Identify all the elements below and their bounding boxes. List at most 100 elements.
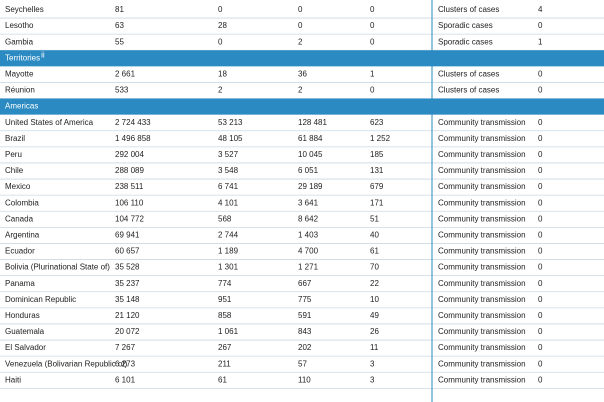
country-name: Canada [5,214,34,223]
section-title: Americas [5,102,38,111]
total-deaths: 10 045 [298,150,323,159]
new-deaths: 3 [370,375,375,384]
total-cases: 288 089 [115,166,144,175]
total-cases: 104 772 [115,214,144,223]
new-deaths: 61 [370,247,379,256]
new-deaths: 70 [370,263,379,272]
country-name: Mayotte [5,70,34,79]
country-name: Guatemala [5,327,45,336]
new-cases: 774 [218,279,232,288]
new-cases: 858 [218,311,232,320]
transmission: Sporadic cases [438,37,493,46]
days-since-last-case: 0 [538,263,543,272]
total-cases: 60 657 [115,247,140,256]
new-cases: 211 [218,359,231,368]
new-cases: 951 [218,295,232,304]
new-deaths: 51 [370,214,379,223]
days-since-last-case: 0 [538,214,543,223]
new-cases: 18 [218,70,227,79]
total-deaths: 0 [298,21,303,30]
country-name: Panama [5,279,35,288]
total-deaths: 8 642 [298,214,319,223]
new-deaths: 623 [370,118,384,127]
new-cases: 1 189 [218,247,239,256]
total-cases: 533 [115,86,129,95]
total-cases: 21 120 [115,311,140,320]
new-deaths: 26 [370,327,379,336]
country-name: Venezuela (Bolivarian Republic of) [5,359,128,368]
country-name: Ecuador [5,247,35,256]
section-band [0,50,604,67]
total-deaths: 591 [298,311,312,320]
total-deaths: 110 [298,375,311,384]
transmission: Community transmission [438,118,526,127]
new-cases: 2 [218,86,223,95]
new-deaths: 131 [370,166,384,175]
new-cases: 3 527 [218,150,239,159]
transmission: Community transmission [438,327,526,336]
transmission: Clusters of cases [438,70,499,79]
days-since-last-case: 0 [538,198,543,207]
new-cases: 4 101 [218,198,239,207]
total-cases: 6 273 [115,359,136,368]
country-name: Peru [5,150,22,159]
days-since-last-case: 0 [538,311,543,320]
new-cases: 0 [218,37,223,46]
country-name: Gambia [5,37,34,46]
transmission: Community transmission [438,231,526,240]
new-deaths: 0 [370,5,375,14]
total-deaths: 6 051 [298,166,319,175]
total-deaths: 1 403 [298,231,319,240]
transmission: Community transmission [438,214,526,223]
transmission: Community transmission [438,134,526,143]
total-deaths: 36 [298,70,307,79]
new-deaths: 0 [370,37,375,46]
days-since-last-case: 0 [538,86,543,95]
transmission: Community transmission [438,279,526,288]
total-cases: 81 [115,5,124,14]
total-deaths: 29 189 [298,182,323,191]
total-cases: 2 661 [115,70,136,79]
transmission: Community transmission [438,375,526,384]
new-cases: 6 741 [218,182,239,191]
transmission: Community transmission [438,263,526,272]
total-deaths: 2 [298,37,303,46]
total-deaths: 1 271 [298,263,319,272]
new-cases: 2 744 [218,231,239,240]
total-cases: 1 496 858 [115,134,151,143]
days-since-last-case: 0 [538,359,543,368]
total-cases: 35 148 [115,295,140,304]
total-cases: 35 528 [115,263,140,272]
transmission: Community transmission [438,311,526,320]
new-cases: 1 061 [218,327,239,336]
new-deaths: 0 [370,21,375,30]
transmission: Community transmission [438,343,526,352]
transmission: Community transmission [438,295,526,304]
total-deaths: 61 884 [298,134,323,143]
new-deaths: 40 [370,231,379,240]
days-since-last-case: 0 [538,182,543,191]
new-cases: 28 [218,21,227,30]
days-since-last-case: 0 [538,70,543,79]
total-deaths: 667 [298,279,312,288]
total-cases: 69 941 [115,231,140,240]
total-deaths: 4 700 [298,247,319,256]
days-since-last-case: 4 [538,5,543,14]
days-since-last-case: 0 [538,327,543,336]
new-deaths: 0 [370,86,375,95]
total-deaths: 843 [298,327,312,336]
total-deaths: 775 [298,295,312,304]
total-deaths: 3 641 [298,198,319,207]
total-cases: 2 724 433 [115,118,151,127]
days-since-last-case: 0 [538,134,543,143]
transmission: Community transmission [438,150,526,159]
total-deaths: 57 [298,359,307,368]
transmission: Sporadic cases [438,21,493,30]
days-since-last-case: 0 [538,279,543,288]
new-deaths: 171 [370,198,384,207]
new-cases: 48 105 [218,134,243,143]
transmission: Community transmission [438,247,526,256]
transmission: Community transmission [438,166,526,175]
days-since-last-case: 0 [538,343,543,352]
section-note: ii [41,50,45,59]
